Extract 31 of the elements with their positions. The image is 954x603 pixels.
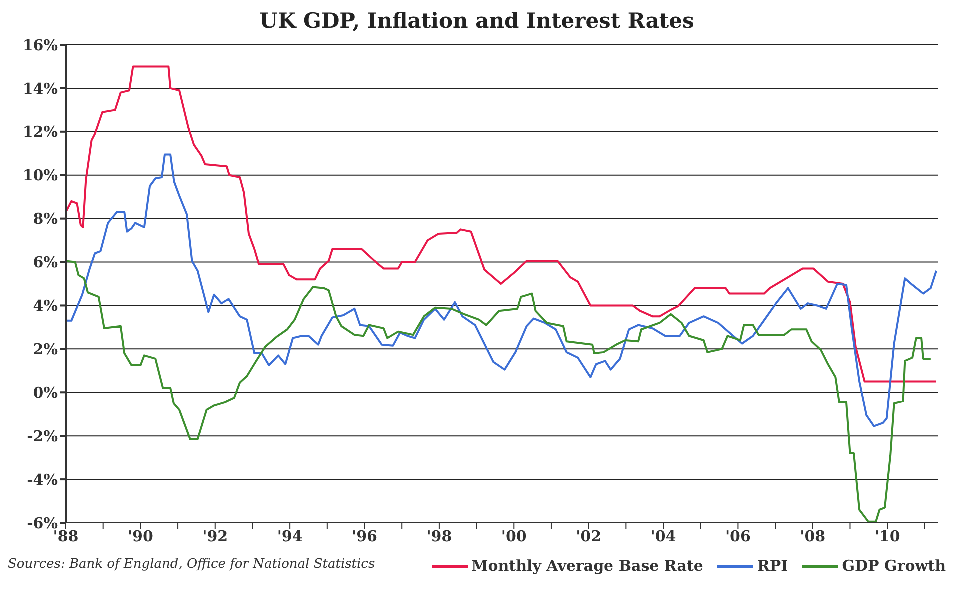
- x-tick-label: '08: [800, 528, 826, 546]
- y-tick-label: 12%: [22, 123, 58, 142]
- y-tick-label: 10%: [22, 166, 58, 185]
- x-tick-label: '00: [501, 528, 527, 546]
- y-tick-label: -4%: [27, 470, 58, 489]
- y-tick-label: 8%: [33, 210, 58, 228]
- line-series: [66, 260, 932, 523]
- legend-label: RPI: [757, 557, 788, 575]
- line-series: [66, 154, 938, 428]
- x-tick-label: '94: [277, 528, 303, 546]
- y-tick-label: 0%: [33, 384, 58, 402]
- x-tick-label: '88: [53, 528, 79, 546]
- x-tick-label: '10: [874, 528, 900, 546]
- x-tick-label: '98: [426, 528, 452, 546]
- y-tick-label: 4%: [33, 297, 58, 316]
- y-tick-label: 6%: [33, 254, 58, 272]
- x-tick-label: '06: [725, 528, 751, 546]
- x-tick-label: '02: [576, 528, 602, 546]
- legend-label: GDP Growth: [842, 557, 946, 575]
- x-tick-label: '90: [128, 528, 154, 546]
- y-tick-label: 2%: [33, 340, 58, 359]
- chart-title: UK GDP, Inflation and Interest Rates: [258, 8, 696, 33]
- y-tick-label: -2%: [27, 427, 58, 446]
- source-note: Sources: Bank of England, Office for National Statistics: [8, 557, 376, 572]
- line-series: [66, 66, 938, 383]
- x-tick-label: '92: [202, 528, 228, 546]
- legend-label: Monthly Average Base Rate: [472, 557, 704, 575]
- y-tick-label: 14%: [22, 80, 58, 98]
- y-tick-label: 16%: [22, 36, 58, 54]
- x-tick-label: '04: [650, 528, 676, 546]
- x-tick-label: '96: [352, 528, 378, 546]
